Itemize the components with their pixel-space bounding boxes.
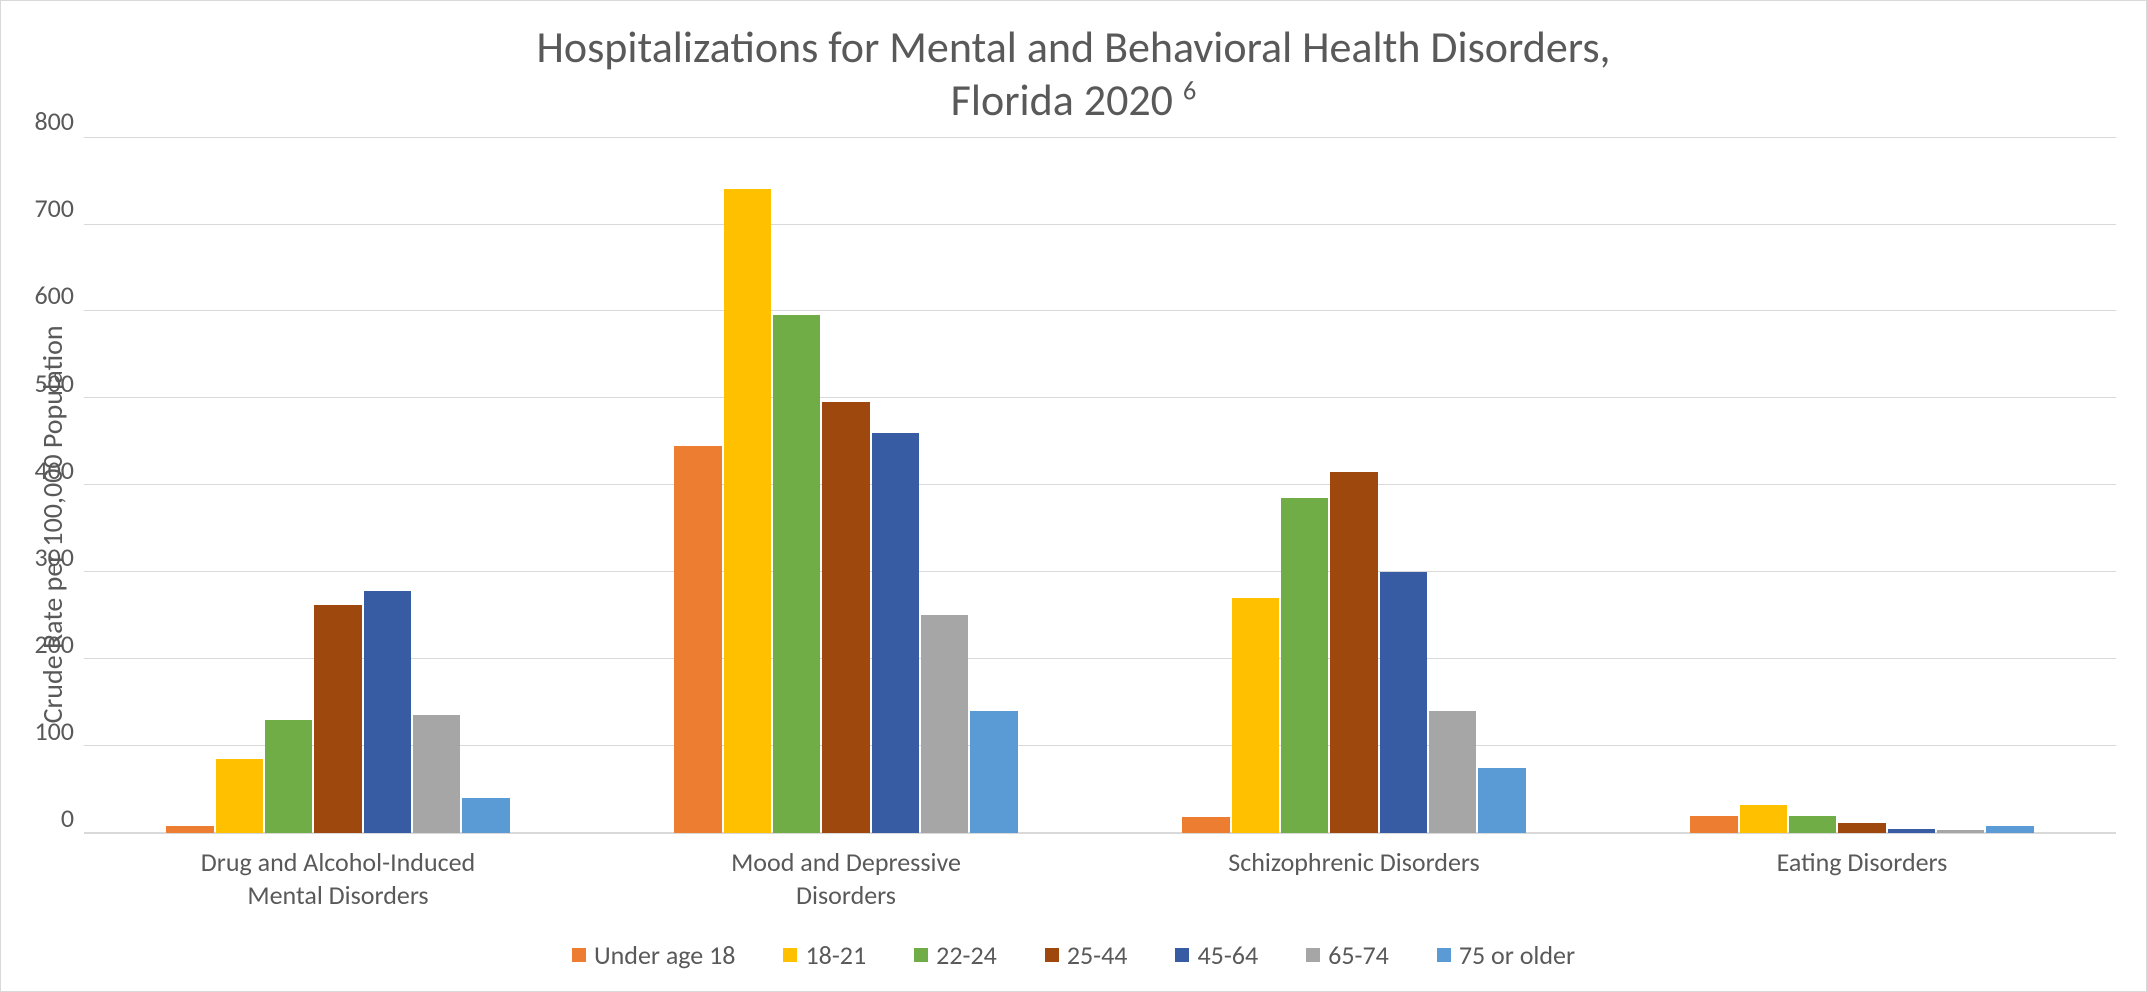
bar (724, 189, 771, 833)
bar (1986, 826, 2033, 833)
legend-label: 25-44 (1067, 939, 1128, 971)
chart-title: Hospitalizations for Mental and Behavior… (31, 21, 2116, 127)
legend-item: 75 or older (1437, 939, 1575, 971)
legend-swatch (1175, 948, 1189, 962)
legend-label: Under age 18 (594, 939, 736, 971)
plot-area: 0100200300400500600700800 Drug and Alcoh… (74, 137, 2116, 911)
legend-label: 75 or older (1459, 939, 1575, 971)
legend-swatch (783, 948, 797, 962)
bar (1888, 829, 1935, 833)
bar (413, 715, 460, 833)
title-line-2-text: Florida 2020 (951, 73, 1183, 127)
legend-label: 22-24 (936, 939, 997, 971)
bar (1330, 472, 1377, 833)
x-spacer (74, 834, 84, 911)
legend-item: 45-64 (1175, 939, 1258, 971)
x-axis-label: Drug and Alcohol-InducedMental Disorders (84, 846, 592, 911)
bar (1232, 598, 1279, 833)
bar (166, 826, 213, 833)
bar (1478, 768, 1525, 833)
bar (822, 402, 869, 833)
bar-group (1100, 137, 1608, 833)
title-line-2: Florida 2020 6 (31, 74, 2116, 127)
bar (1937, 830, 1984, 833)
bar-groups (84, 137, 2116, 833)
grid-and-bars: 0100200300400500600700800 (74, 137, 2116, 834)
bar (921, 615, 968, 833)
bar (674, 446, 721, 833)
legend-item: 22-24 (914, 939, 997, 971)
bar (1380, 572, 1427, 833)
legend-swatch (1437, 948, 1451, 962)
bar (1182, 817, 1229, 833)
bar (872, 433, 919, 833)
legend-item: 18-21 (783, 939, 866, 971)
x-axis-labels: Drug and Alcohol-InducedMental Disorders… (84, 846, 2116, 911)
bar (970, 711, 1017, 833)
legend-item: Under age 18 (572, 939, 736, 971)
legend-swatch (1045, 948, 1059, 962)
bar (314, 605, 361, 833)
legend-swatch (1306, 948, 1320, 962)
chart-container: Hospitalizations for Mental and Behavior… (0, 0, 2147, 992)
x-axis-label: Mood and DepressiveDisorders (592, 846, 1100, 911)
bar (1281, 498, 1328, 833)
legend-item: 65-74 (1306, 939, 1389, 971)
bar (1740, 805, 1787, 833)
legend-swatch (572, 948, 586, 962)
bar (773, 315, 820, 833)
legend-label: 45-64 (1197, 939, 1258, 971)
bar (216, 759, 263, 833)
bar (1789, 816, 1836, 833)
title-line-1: Hospitalizations for Mental and Behavior… (31, 21, 2116, 74)
legend-label: 18-21 (805, 939, 866, 971)
bars-region (84, 137, 2116, 834)
bar (265, 720, 312, 833)
x-axis-label: Schizophrenic Disorders (1100, 846, 1608, 911)
y-axis-ticks: 0100200300400500600700800 (74, 137, 84, 834)
x-axis-label: Eating Disorders (1608, 846, 2116, 911)
bar (1838, 823, 1885, 833)
title-superscript: 6 (1183, 75, 1196, 107)
legend-label: 65-74 (1328, 939, 1389, 971)
legend-swatch (914, 948, 928, 962)
x-label-row: Drug and Alcohol-InducedMental Disorders… (74, 834, 2116, 911)
legend-item: 25-44 (1045, 939, 1128, 971)
plot-wrap: Crude Rate per 100,000 Population 010020… (31, 137, 2116, 911)
legend: Under age 18 18-21 22-24 25-44 45-64 65-74 75 … (31, 939, 2116, 971)
bar (364, 591, 411, 833)
bar (1690, 816, 1737, 833)
bar-group (1608, 137, 2116, 833)
bar (462, 798, 509, 833)
bar-group (84, 137, 592, 833)
bar (1429, 711, 1476, 833)
y-axis-label: Crude Rate per 100,000 Population (31, 137, 74, 911)
bar-group (592, 137, 1100, 833)
